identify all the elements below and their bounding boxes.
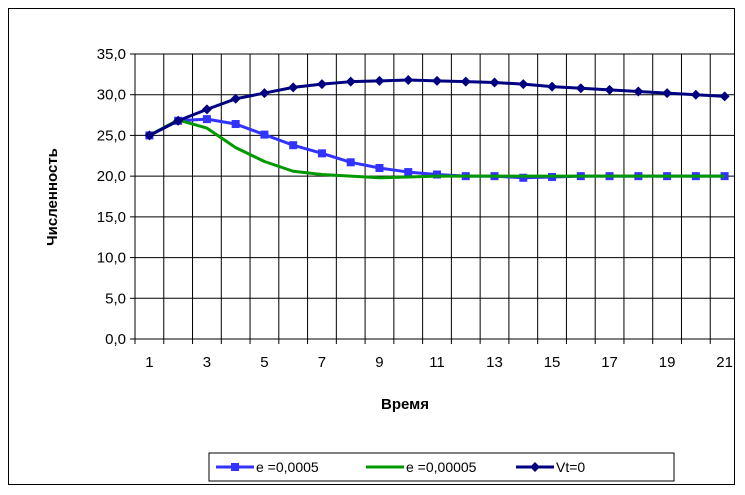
line-chart: 0,05,010,015,020,025,030,035,0 1 3 5 7 9 11 13… — [44, 46, 740, 482]
data-point — [345, 76, 356, 87]
legend-item: e =0,00005 — [366, 459, 477, 475]
data-point — [144, 130, 155, 141]
legend-box — [208, 452, 675, 482]
data-point — [260, 130, 269, 139]
x-axis-tick-labels: 1 3 5 7 9 11 13 15 17 19 21 — [145, 354, 733, 371]
x-tick-label: 13 — [486, 354, 503, 371]
data-point — [202, 115, 211, 124]
data-point — [375, 164, 384, 172]
series-line — [148, 118, 725, 180]
data-point — [489, 77, 500, 88]
series-layer — [144, 75, 730, 182]
data-point — [518, 79, 529, 90]
data-point — [433, 170, 441, 179]
y-axis-tick-labels: 0,0 5,0 10,0 15,0 20,0 25,0 30,0 35,0 — [97, 46, 126, 348]
y-tick-label: 0,0 — [105, 331, 126, 348]
data-point — [374, 75, 385, 86]
data-point — [288, 82, 299, 93]
legend-label: Vt=0 — [556, 459, 585, 475]
legend-marker — [530, 462, 540, 472]
data-point — [460, 76, 471, 87]
y-tick-label: 30,0 — [97, 87, 126, 104]
data-point — [547, 81, 558, 92]
data-point — [230, 93, 241, 104]
x-tick-label: 7 — [318, 354, 326, 371]
x-axis-title: Время — [381, 396, 429, 413]
data-point — [633, 86, 644, 97]
data-point — [317, 149, 326, 158]
data-point — [403, 75, 414, 86]
data-point — [690, 89, 701, 100]
data-point — [404, 168, 413, 177]
data-point — [201, 104, 212, 115]
legend-marker — [231, 463, 239, 471]
series-2 — [148, 118, 725, 180]
chart-frame: 0,0 5,0 10,0 15,0 20,0 25,0 30,0 35,0 1 3 5 7 9 11 13… — [8, 8, 740, 485]
x-tick-label: 11 — [429, 354, 445, 371]
x-tick-label: 5 — [260, 354, 268, 371]
data-point — [519, 173, 528, 182]
data-point — [604, 84, 615, 95]
plot-area — [134, 53, 740, 340]
legend-item: e =0,0005 — [216, 459, 319, 475]
y-tick-label: 10,0 — [97, 250, 126, 267]
data-point — [575, 83, 586, 94]
x-tick-label: 3 — [203, 354, 211, 371]
data-point — [289, 141, 298, 150]
legend-label: e =0,00005 — [406, 459, 477, 475]
data-point — [346, 158, 355, 167]
data-point — [432, 75, 442, 86]
y-tick-label: 5,0 — [105, 290, 126, 307]
x-tick-label: 19 — [659, 354, 676, 371]
y-tick-label: 25,0 — [97, 127, 126, 144]
x-tick-label: 21 — [716, 354, 733, 371]
x-tick-label: 15 — [544, 354, 561, 371]
x-tick-label: 1 — [145, 354, 153, 371]
data-point — [259, 88, 270, 99]
data-point — [173, 115, 184, 126]
x-tick-label: 9 — [375, 354, 383, 371]
y-axis-title: Численность — [44, 148, 61, 246]
y-tick-label: 15,0 — [97, 209, 126, 226]
legend-label: e =0,0005 — [256, 459, 319, 475]
series-3 — [144, 75, 730, 141]
data-point — [316, 79, 327, 90]
data-point — [231, 120, 240, 129]
y-tick-label: 35,0 — [97, 46, 126, 63]
data-point — [662, 88, 673, 99]
y-tick-label: 20,0 — [97, 168, 126, 185]
x-tick-label: 17 — [601, 354, 618, 371]
legend: e =0,0005 e =0,00005 Vt=0 — [208, 452, 675, 482]
legend-item: Vt=0 — [516, 459, 585, 475]
data-point — [719, 91, 730, 102]
